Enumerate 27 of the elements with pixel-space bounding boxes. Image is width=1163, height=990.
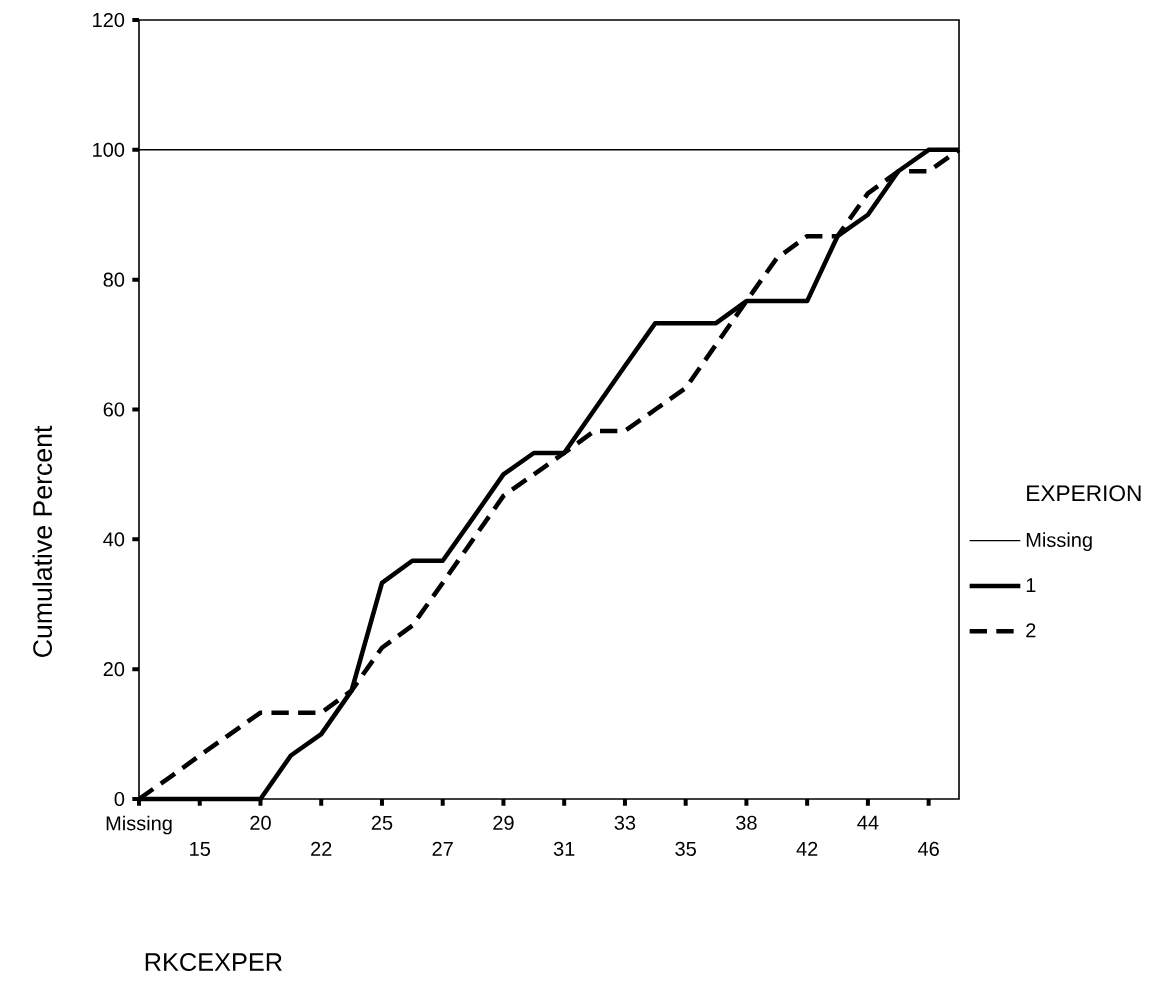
legend-label: 2	[1026, 623, 1036, 638]
legend-title: EXPERION	[1027, 485, 1141, 502]
y-tick-label: 0	[114, 791, 125, 807]
y-tick-label: 100	[93, 142, 125, 157]
y-tick-label: 80	[103, 272, 125, 287]
y-tick-label: 20	[103, 662, 125, 677]
y-tick-label: 120	[93, 12, 125, 28]
legend-label: 1	[1026, 578, 1036, 592]
y-tick-label: 60	[103, 402, 125, 417]
x-tick-label: 29	[493, 815, 514, 830]
x-tick-label: 35	[675, 841, 696, 856]
x-tick-label: 33	[614, 815, 636, 830]
x-tick-label: 44	[857, 815, 879, 830]
x-tick-label: Missing	[106, 815, 172, 835]
x-tick-label: 22	[311, 841, 332, 856]
x-tick-label: 42	[796, 841, 818, 856]
x-tick-label: 46	[917, 841, 939, 856]
x-tick-label: 25	[371, 815, 393, 830]
y-axis-title: Cumulative Percent	[32, 425, 53, 657]
x-tick-label: 15	[190, 841, 211, 856]
y-tick-label: 40	[103, 532, 125, 547]
x-tick-label: 27	[432, 841, 453, 856]
x-tick-label: 20	[250, 815, 271, 830]
legend-label: Missing	[1026, 532, 1092, 551]
x-tick-label: 31	[553, 841, 575, 856]
x-axis-title: RKCEXPER	[145, 953, 282, 971]
x-tick-label: 38	[736, 815, 757, 830]
